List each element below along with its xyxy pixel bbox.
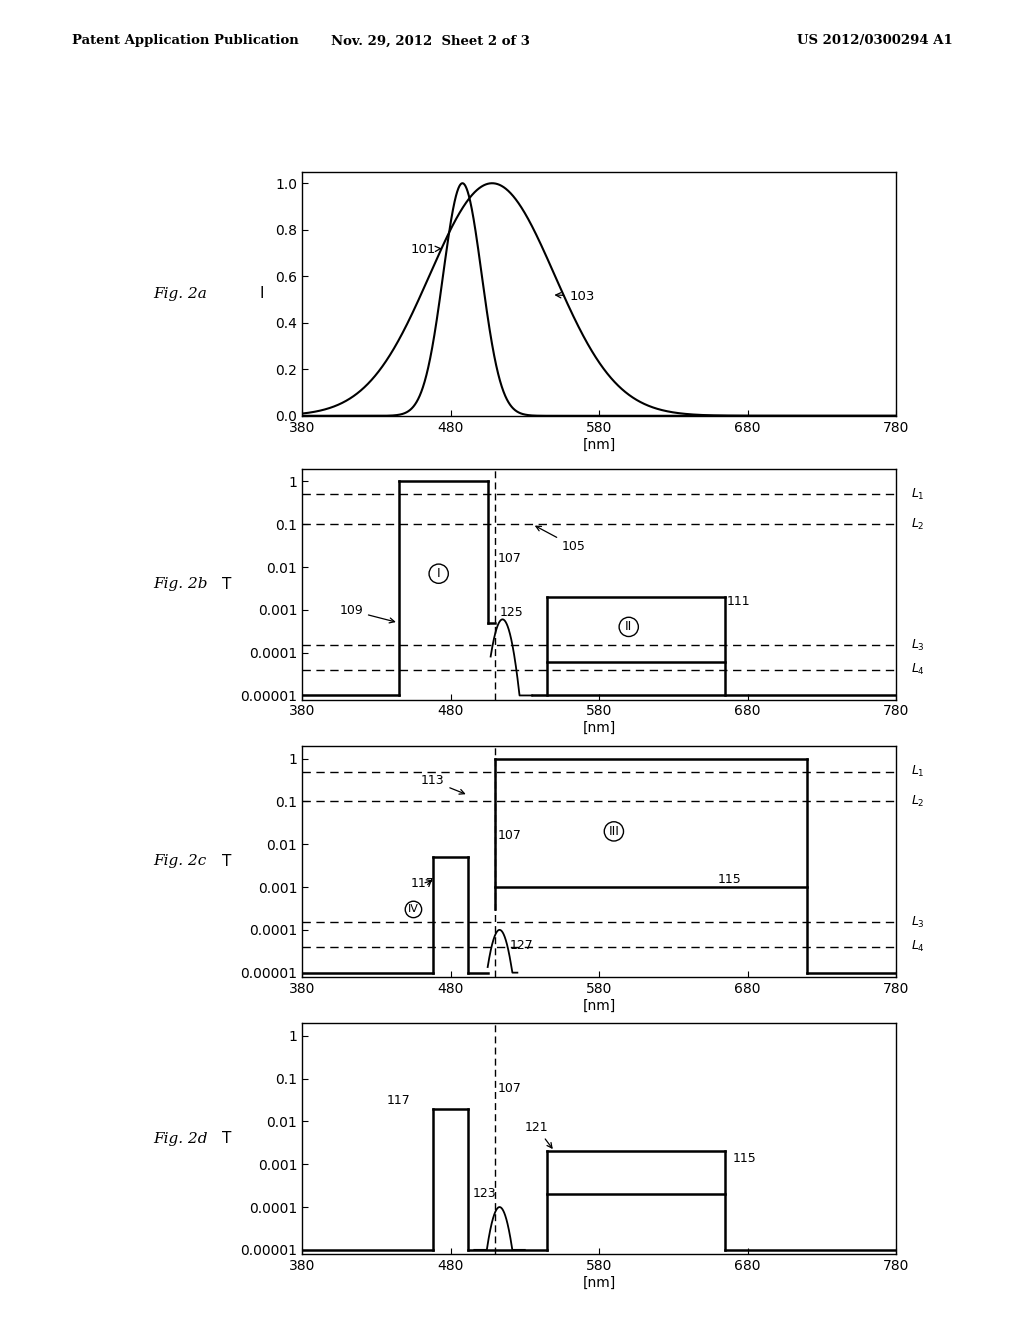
Y-axis label: T: T — [221, 854, 231, 869]
X-axis label: [nm]: [nm] — [583, 1275, 615, 1290]
Text: 109: 109 — [339, 605, 394, 623]
Text: 125: 125 — [500, 606, 523, 619]
Text: Patent Application Publication: Patent Application Publication — [72, 34, 298, 48]
Text: 115: 115 — [732, 1151, 757, 1164]
Text: I: I — [437, 568, 440, 581]
Text: Fig. 2d: Fig. 2d — [154, 1131, 208, 1146]
X-axis label: [nm]: [nm] — [583, 998, 615, 1012]
Text: II: II — [625, 620, 633, 634]
Text: 103: 103 — [556, 289, 595, 302]
Text: Nov. 29, 2012  Sheet 2 of 3: Nov. 29, 2012 Sheet 2 of 3 — [331, 34, 529, 48]
Text: III: III — [608, 825, 620, 838]
X-axis label: [nm]: [nm] — [583, 437, 615, 451]
Text: 121: 121 — [524, 1121, 552, 1148]
Text: 111: 111 — [727, 594, 751, 607]
Y-axis label: T: T — [221, 577, 231, 591]
Text: US 2012/0300294 A1: US 2012/0300294 A1 — [797, 34, 952, 48]
Text: $L_4$: $L_4$ — [911, 940, 925, 954]
Text: Fig. 2c: Fig. 2c — [154, 854, 207, 869]
Text: 117: 117 — [411, 876, 434, 890]
Text: $L_3$: $L_3$ — [911, 915, 925, 929]
Text: 107: 107 — [498, 1081, 522, 1094]
Text: 107: 107 — [498, 829, 522, 842]
Text: Fig. 2b: Fig. 2b — [154, 577, 208, 591]
Text: 127: 127 — [510, 940, 534, 952]
Text: $L_2$: $L_2$ — [911, 516, 925, 532]
Y-axis label: T: T — [221, 1131, 231, 1146]
Text: $L_2$: $L_2$ — [911, 793, 925, 809]
Text: 101: 101 — [411, 243, 441, 256]
Text: 117: 117 — [387, 1094, 411, 1106]
Y-axis label: I: I — [259, 286, 263, 301]
X-axis label: [nm]: [nm] — [583, 721, 615, 735]
Text: 115: 115 — [718, 873, 741, 886]
Text: 123: 123 — [473, 1187, 497, 1200]
Text: IV: IV — [408, 904, 419, 915]
Text: $L_1$: $L_1$ — [911, 487, 925, 502]
Text: $L_4$: $L_4$ — [911, 663, 925, 677]
Text: 107: 107 — [498, 552, 522, 565]
Text: $L_3$: $L_3$ — [911, 638, 925, 652]
Text: 105: 105 — [536, 527, 586, 553]
Text: 113: 113 — [421, 775, 465, 795]
Text: Fig. 2a: Fig. 2a — [154, 286, 208, 301]
Text: $L_1$: $L_1$ — [911, 764, 925, 779]
